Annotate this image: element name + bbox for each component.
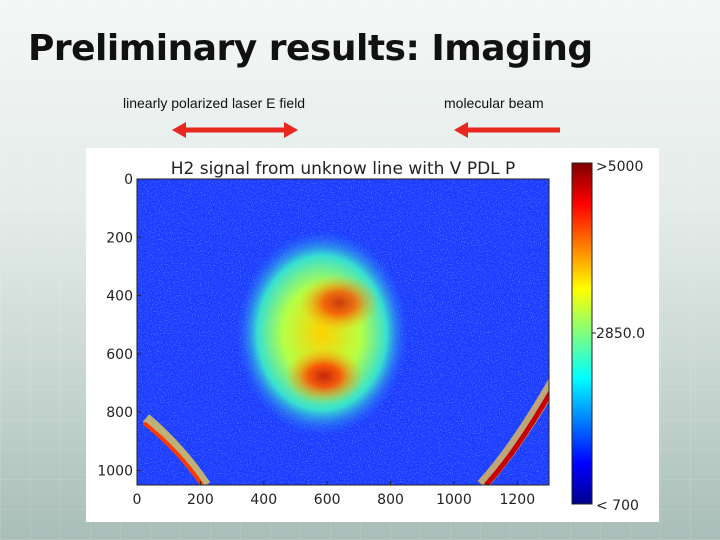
- chart-title: H2 signal from unknow line with V PDL P: [171, 159, 516, 179]
- colorbar: [571, 162, 593, 505]
- y-tick-label: 200: [106, 230, 133, 246]
- colorbar-max-label: >5000: [596, 159, 643, 175]
- y-tick-label: 1000: [97, 463, 133, 479]
- x-tick-label: 0: [133, 492, 142, 508]
- x-tick-label: 400: [250, 492, 277, 508]
- y-tick-label: 0: [124, 172, 133, 188]
- heatmap-image: [137, 179, 549, 485]
- y-tick-label: 800: [106, 405, 133, 421]
- x-tick-label: 800: [377, 492, 404, 508]
- slide-title: Preliminary results: Imaging: [28, 28, 593, 69]
- molecular-beam-label: molecular beam: [444, 95, 544, 111]
- heatmap-figure: H2 signal from unknow line with V PDL P …: [86, 148, 659, 522]
- laser-polarization-arrow-icon: [172, 122, 298, 138]
- x-tick-label: 1200: [499, 492, 535, 508]
- colorbar-min-label: < 700: [596, 498, 639, 514]
- heatmap-chart: H2 signal from unknow line with V PDL P …: [97, 159, 645, 514]
- x-tick-label: 1000: [436, 492, 472, 508]
- x-tick-label: 200: [187, 492, 214, 508]
- x-tick-label: 600: [314, 492, 341, 508]
- colorbar-mid-label: 2850.0: [596, 326, 645, 342]
- y-tick-label: 600: [106, 347, 133, 363]
- y-tick-label: 400: [106, 289, 133, 305]
- molecular-beam-arrow-icon: [454, 122, 560, 138]
- laser-field-label: linearly polarized laser E field: [123, 95, 306, 111]
